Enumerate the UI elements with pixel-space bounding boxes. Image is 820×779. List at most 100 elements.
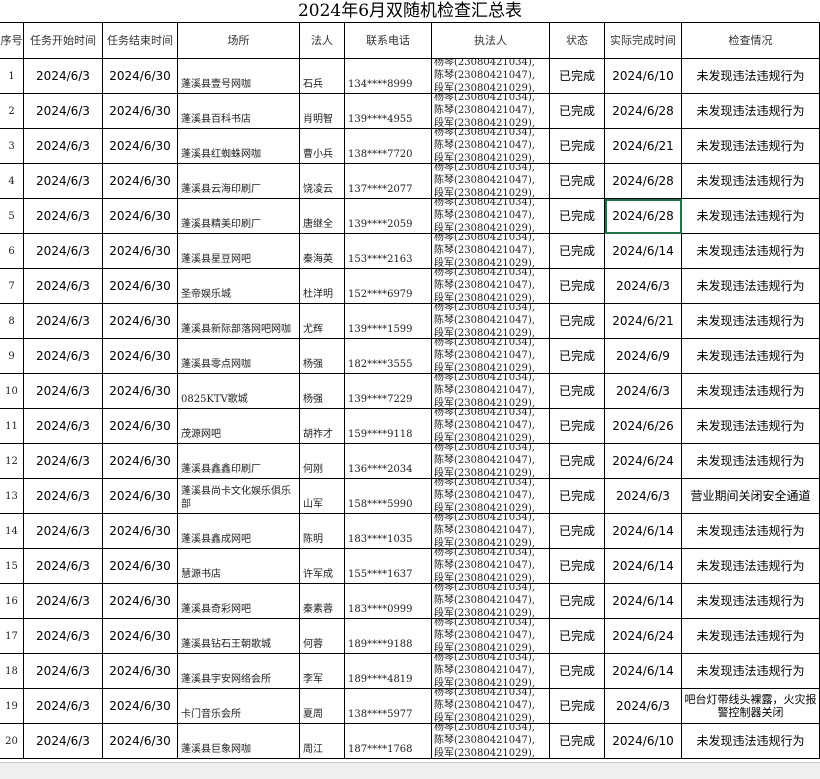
executor-cell[interactable]: 杨琴(23080421034), 陈琴(23080421047), 段军(23080… [432, 304, 550, 339]
executor-cell[interactable]: 杨琴(23080421034), 陈琴(23080421047), 段军(23080… [432, 724, 550, 759]
cell[interactable]: 2024/6/3 [24, 59, 103, 94]
cell[interactable]: 已完成 [550, 409, 605, 444]
cell[interactable]: 杨强 [300, 374, 345, 409]
cell[interactable]: 茂源网吧 [178, 409, 300, 444]
cell[interactable]: 17 [0, 619, 24, 654]
cell[interactable]: 2024/6/3 [24, 199, 103, 234]
cell[interactable]: 2024/6/3 [605, 689, 682, 724]
cell[interactable]: 杨强 [300, 339, 345, 374]
executor-cell[interactable]: 杨琴(23080421034), 陈琴(23080421047), 段军(23080… [432, 94, 550, 129]
cell[interactable]: 2024/6/30 [103, 689, 178, 724]
executor-cell[interactable]: 杨琴(23080421034), 陈琴(23080421047), 段军(23080… [432, 549, 550, 584]
executor-cell[interactable]: 杨琴(23080421034), 陈琴(23080421047), 段军(23080… [432, 339, 550, 374]
cell[interactable]: 蓬溪县星豆网吧 [178, 234, 300, 269]
cell[interactable]: 2024/6/30 [103, 94, 178, 129]
cell[interactable]: 已完成 [550, 689, 605, 724]
cell[interactable]: 2 [0, 94, 24, 129]
cell[interactable]: 未发现违法违规行为 [682, 129, 820, 164]
cell[interactable]: 未发现违法违规行为 [682, 374, 820, 409]
cell[interactable]: 16 [0, 584, 24, 619]
cell[interactable]: 18 [0, 654, 24, 689]
cell[interactable]: 2024/6/28 [605, 199, 682, 234]
cell[interactable]: 153****2163 [345, 234, 432, 269]
cell[interactable]: 5 [0, 199, 24, 234]
cell[interactable]: 1 [0, 59, 24, 94]
executor-cell[interactable]: 杨琴(23080421034), 陈琴(23080421047), 段军(23080… [432, 129, 550, 164]
executor-cell[interactable]: 杨琴(23080421034), 陈琴(23080421047), 段军(23080… [432, 199, 550, 234]
cell[interactable]: 2024/6/30 [103, 339, 178, 374]
executor-cell[interactable]: 杨琴(23080421034), 陈琴(23080421047), 段军(23080… [432, 234, 550, 269]
cell[interactable]: 已完成 [550, 584, 605, 619]
executor-cell[interactable]: 杨琴(23080421034), 陈琴(23080421047), 段军(23080… [432, 164, 550, 199]
cell[interactable]: 6 [0, 234, 24, 269]
executor-cell[interactable]: 杨琴(23080421034), 陈琴(23080421047), 段军(23080… [432, 409, 550, 444]
cell[interactable]: 已完成 [550, 654, 605, 689]
cell[interactable]: 秦素蓉 [300, 584, 345, 619]
cell[interactable]: 2024/6/3 [605, 269, 682, 304]
cell[interactable]: 蓬溪县精美印刷厂 [178, 199, 300, 234]
cell[interactable]: 已完成 [550, 59, 605, 94]
cell[interactable]: 9 [0, 339, 24, 374]
cell[interactable]: 2024/6/3 [24, 619, 103, 654]
cell[interactable]: 营业期间关闭安全通道 [682, 479, 820, 514]
cell[interactable]: 未发现违法违规行为 [682, 234, 820, 269]
cell[interactable]: 2024/6/3 [24, 584, 103, 619]
cell[interactable]: 2024/6/3 [24, 269, 103, 304]
cell[interactable]: 2024/6/30 [103, 724, 178, 759]
cell[interactable]: 183****0999 [345, 584, 432, 619]
cell[interactable]: 182****3555 [345, 339, 432, 374]
cell[interactable]: 2024/6/21 [605, 129, 682, 164]
cell[interactable]: 曹小兵 [300, 129, 345, 164]
cell[interactable]: 秦海英 [300, 234, 345, 269]
executor-cell[interactable]: 杨琴(23080421034), 陈琴(23080421047), 段军(23080… [432, 479, 550, 514]
cell[interactable]: 未发现违法违规行为 [682, 584, 820, 619]
cell[interactable]: 肖明智 [300, 94, 345, 129]
cell[interactable]: 未发现违法违规行为 [682, 339, 820, 374]
cell[interactable]: 2024/6/30 [103, 654, 178, 689]
cell[interactable]: 2024/6/10 [605, 59, 682, 94]
cell[interactable]: 已完成 [550, 619, 605, 654]
cell[interactable]: 2024/6/3 [24, 129, 103, 164]
cell[interactable]: 唐继全 [300, 199, 345, 234]
cell[interactable]: 2024/6/3 [24, 304, 103, 339]
cell[interactable]: 蓬溪县钻石王朝歌城 [178, 619, 300, 654]
cell[interactable]: 136****2034 [345, 444, 432, 479]
cell[interactable]: 152****6979 [345, 269, 432, 304]
cell[interactable]: 2024/6/9 [605, 339, 682, 374]
cell[interactable]: 已完成 [550, 164, 605, 199]
executor-cell[interactable]: 杨琴(23080421034), 陈琴(23080421047), 段军(23080… [432, 374, 550, 409]
cell[interactable]: 2024/6/3 [24, 724, 103, 759]
cell[interactable]: 2024/6/3 [24, 339, 103, 374]
cell[interactable]: 蓬溪县云海印刷厂 [178, 164, 300, 199]
cell[interactable]: 未发现违法违规行为 [682, 444, 820, 479]
cell[interactable]: 已完成 [550, 234, 605, 269]
cell[interactable]: 15 [0, 549, 24, 584]
executor-cell[interactable]: 杨琴(23080421034), 陈琴(23080421047), 段军(23080… [432, 619, 550, 654]
cell[interactable]: 未发现违法违规行为 [682, 164, 820, 199]
cell[interactable]: 14 [0, 514, 24, 549]
cell[interactable]: 139****7229 [345, 374, 432, 409]
cell[interactable]: 2024/6/14 [605, 584, 682, 619]
cell[interactable]: 许军成 [300, 549, 345, 584]
cell[interactable]: 已完成 [550, 724, 605, 759]
cell[interactable]: 李军 [300, 654, 345, 689]
cell[interactable]: 未发现违法违规行为 [682, 514, 820, 549]
cell[interactable]: 陈明 [300, 514, 345, 549]
cell[interactable]: 2024/6/28 [605, 164, 682, 199]
cell[interactable]: 12 [0, 444, 24, 479]
cell[interactable]: 3 [0, 129, 24, 164]
cell[interactable]: 183****1035 [345, 514, 432, 549]
cell[interactable]: 何刚 [300, 444, 345, 479]
cell[interactable]: 周江 [300, 724, 345, 759]
executor-cell[interactable]: 杨琴(23080421034), 陈琴(23080421047), 段军(23080… [432, 584, 550, 619]
cell[interactable]: 187****1768 [345, 724, 432, 759]
cell[interactable]: 尤辉 [300, 304, 345, 339]
cell[interactable]: 蓬溪县红蜘蛛网咖 [178, 129, 300, 164]
cell[interactable]: 139****2059 [345, 199, 432, 234]
cell[interactable]: 已完成 [550, 339, 605, 374]
cell[interactable]: 8 [0, 304, 24, 339]
cell[interactable]: 2024/6/3 [24, 374, 103, 409]
cell[interactable]: 已完成 [550, 129, 605, 164]
cell[interactable]: 13 [0, 479, 24, 514]
cell[interactable]: 2024/6/10 [605, 724, 682, 759]
